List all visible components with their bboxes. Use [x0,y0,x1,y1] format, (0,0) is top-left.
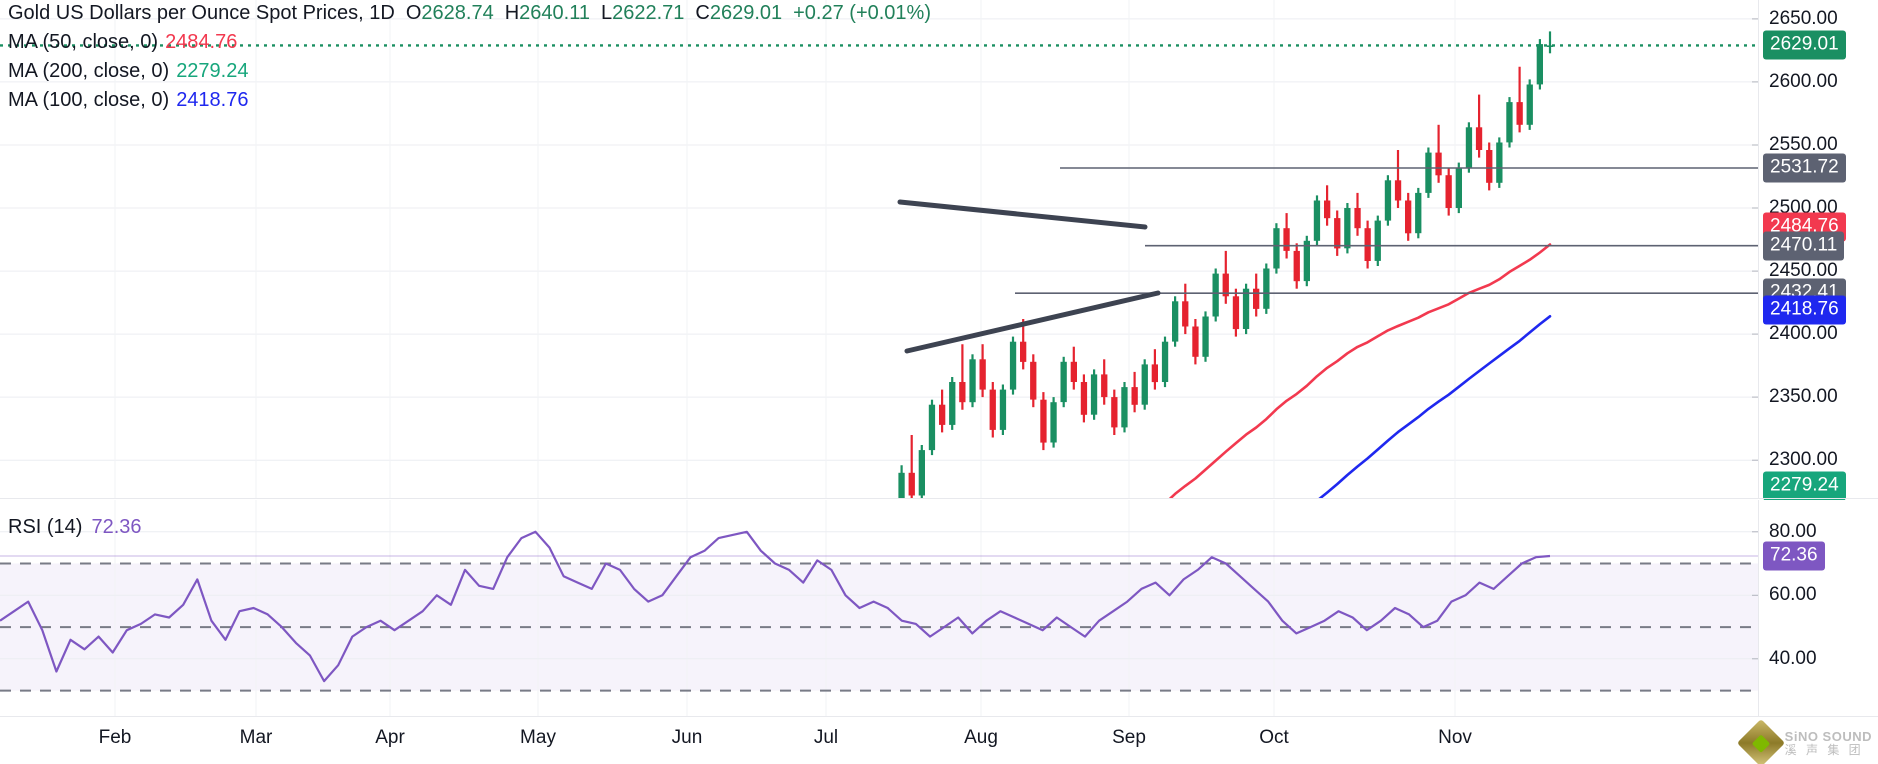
rsi-value-badge[interactable]: 72.36 [1763,541,1825,571]
time-axis-tick: Sep [1112,727,1146,748]
ma100-badge[interactable]: 2418.76 [1763,295,1846,325]
price-axis-tick: 2450.00 [1769,260,1838,282]
time-axis-tick: Mar [239,727,273,748]
time-axis-tick: Oct [1259,727,1289,748]
rsi-value: 72.36 [91,516,142,538]
price-axis-tick: 2300.00 [1769,449,1838,471]
price-axis-tick: 2600.00 [1769,70,1838,92]
sino-sound-logo-icon [1736,718,1785,764]
price-chart-canvas [0,0,1758,498]
price-axis-tick: 2350.00 [1769,386,1838,408]
rsi-plot-area[interactable] [0,500,1758,716]
time-axis-tick: Aug [964,727,998,748]
time-axis-tick: Jul [813,727,839,748]
pane-divider [0,498,1878,499]
price-axis-tick: 2400.00 [1769,323,1838,345]
time-axis-tick: May [520,727,556,748]
time-axis-tick: Nov [1438,727,1472,748]
time-axis-tick: Apr [375,727,405,748]
rsi-pane[interactable]: 80.00 60.00 40.00 72.36 RSI (14) 72.36 [0,500,1878,716]
price-axis-tick: 2550.00 [1769,134,1838,155]
rsi-axis-tick: 60.00 [1769,584,1817,606]
price-axis-tick: 2650.00 [1769,7,1838,29]
rsi-axis-tick: 40.00 [1769,647,1817,669]
sino-sound-watermark: SiNO SOUND 溪 声 集 团 [1736,718,1872,764]
rsi-chart-canvas [0,500,1758,716]
time-axis-tick: Feb [98,727,132,748]
level-badge-2470[interactable]: 2470.11 [1763,231,1845,261]
ma200-badge[interactable]: 2279.24 [1763,471,1846,501]
rsi-label: RSI (14) [8,516,83,538]
watermark-en: SiNO SOUND [1784,728,1872,744]
level-badge-2531[interactable]: 2531.72 [1763,153,1846,183]
price-axis[interactable]: 2650.00 2600.00 2550.00 2500.00 2450.00 2400.… [1758,0,1878,501]
rsi-axis-tick: 80.00 [1769,520,1817,542]
rsi-axis[interactable]: 80.00 60.00 40.00 72.36 [1758,500,1878,716]
time-axis[interactable]: Feb Mar Apr May Jun Jul Aug Sep Oct Nov [0,716,1878,764]
price-pane[interactable]: 2650.00 2600.00 2550.00 2500.00 2450.00 2400.… [0,0,1878,501]
time-axis-tick: Jun [671,727,703,748]
price-plot-area[interactable] [0,0,1758,498]
last-price-badge[interactable]: 2629.01 [1763,30,1846,60]
legend-rsi-row[interactable]: RSI (14) 72.36 [8,516,142,539]
watermark-cn: 溪 声 集 团 [1784,742,1864,757]
